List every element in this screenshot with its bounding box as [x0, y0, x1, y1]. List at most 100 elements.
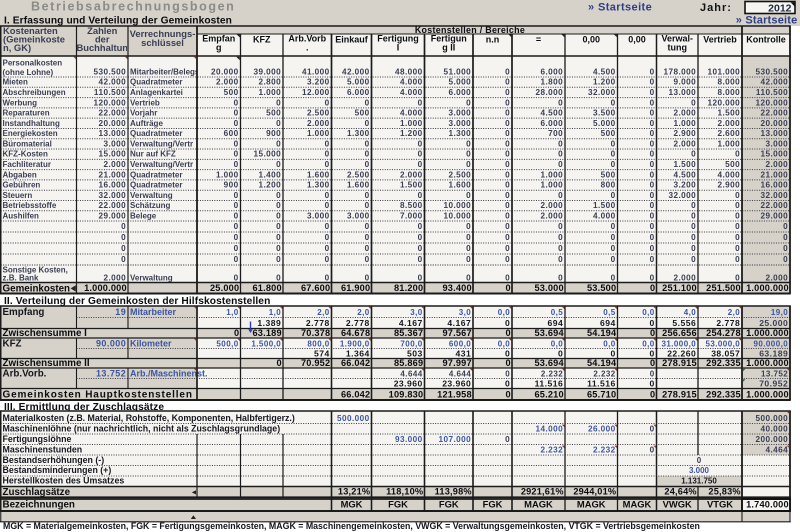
svg-text:4.644: 4.644 [449, 369, 471, 378]
svg-text:694: 694 [600, 318, 616, 328]
svg-text:20.000: 20.000 [211, 67, 239, 76]
svg-text:Vorjahr: Vorjahr [130, 109, 157, 118]
svg-text:2,0: 2,0 [728, 308, 741, 317]
svg-text:4.500: 4.500 [593, 67, 616, 76]
svg-text:Nur auf KFZ: Nur auf KFZ [130, 150, 176, 159]
svg-text:0: 0 [650, 369, 655, 378]
svg-text:Arb.Vorb.: Arb.Vorb. [3, 368, 47, 379]
svg-text:278.915: 278.915 [662, 358, 697, 368]
svg-text:5.000: 5.000 [347, 78, 370, 87]
svg-text:Abgaben: Abgaben [3, 170, 37, 179]
svg-text:3,0: 3,0 [410, 308, 423, 317]
svg-text:800,0: 800,0 [307, 339, 329, 348]
svg-text:4.000: 4.000 [593, 211, 616, 220]
svg-text:0: 0 [611, 244, 616, 253]
svg-text:13.000: 13.000 [760, 129, 788, 138]
svg-text:110.500: 110.500 [756, 88, 788, 97]
svg-text:0: 0 [466, 139, 471, 148]
svg-text:0: 0 [325, 222, 330, 231]
svg-text:4.644: 4.644 [400, 369, 422, 378]
svg-text:19,0: 19,0 [771, 308, 788, 317]
svg-text:0: 0 [121, 244, 126, 253]
svg-text:0: 0 [365, 233, 370, 242]
svg-text:n.n: n.n [486, 35, 500, 45]
svg-text:0: 0 [505, 318, 510, 328]
svg-text:0,5: 0,5 [603, 308, 616, 317]
svg-text:90.000,0: 90.000,0 [753, 339, 788, 348]
svg-text:0: 0 [325, 274, 330, 283]
svg-text:8.000: 8.000 [717, 88, 740, 97]
svg-text:0: 0 [650, 445, 655, 454]
svg-text:Mitarbeiter/Belegsch: Mitarbeiter/Belegsch [130, 67, 209, 76]
svg-text:5.000: 5.000 [593, 119, 616, 128]
svg-text:0: 0 [234, 274, 239, 283]
svg-text:54.194: 54.194 [587, 328, 617, 338]
svg-text:Verwaltung: Verwaltung [130, 274, 173, 283]
svg-text:3.200: 3.200 [673, 181, 696, 190]
svg-text:0: 0 [365, 244, 370, 253]
svg-text:Betriebsabrechnungsbogen: Betriebsabrechnungsbogen [31, 0, 235, 14]
svg-text:0: 0 [650, 358, 655, 368]
svg-text:0: 0 [505, 129, 510, 138]
svg-text:66.042: 66.042 [341, 358, 370, 368]
svg-text:0: 0 [325, 255, 330, 264]
svg-text:25.000: 25.000 [759, 318, 788, 328]
svg-text:0: 0 [650, 211, 655, 220]
svg-text:31.000,0: 31.000,0 [661, 339, 696, 348]
svg-text:0: 0 [276, 358, 281, 368]
svg-text:29.000: 29.000 [760, 211, 788, 220]
svg-text:700: 700 [548, 129, 563, 138]
svg-text:2.778: 2.778 [306, 318, 330, 328]
svg-text:1.000.000: 1.000.000 [746, 358, 789, 368]
svg-text:1.000.000: 1.000.000 [84, 283, 127, 293]
svg-text:500: 500 [725, 160, 740, 169]
svg-text:0: 0 [650, 181, 655, 190]
svg-text:0: 0 [325, 244, 330, 253]
svg-text:67.600: 67.600 [301, 283, 330, 293]
svg-text:0: 0 [505, 378, 510, 388]
svg-text:2.000: 2.000 [540, 211, 563, 220]
svg-text:109.830: 109.830 [389, 390, 424, 400]
svg-text:Aushilfen: Aushilfen [3, 211, 40, 220]
svg-text:13.752: 13.752 [96, 368, 126, 378]
svg-text:32.000: 32.000 [588, 88, 616, 97]
svg-text:0: 0 [611, 255, 616, 264]
svg-text:0: 0 [697, 456, 702, 465]
svg-text:500: 500 [266, 109, 281, 118]
svg-text:13.000: 13.000 [668, 88, 696, 97]
svg-text:2.778: 2.778 [716, 318, 740, 328]
svg-text:Anlagenkartei: Anlagenkartei [130, 88, 183, 97]
svg-text:0: 0 [121, 222, 126, 231]
svg-text:Empfan: Empfan [202, 34, 235, 44]
svg-text:Kostenarten: Kostenarten [3, 25, 58, 36]
svg-text:2.000: 2.000 [216, 78, 239, 87]
svg-text:0: 0 [276, 160, 281, 169]
svg-text:5.556: 5.556 [672, 318, 696, 328]
svg-text:0: 0 [505, 160, 510, 169]
svg-text:1.800: 1.800 [540, 78, 563, 87]
svg-text:0: 0 [466, 150, 471, 159]
svg-text:0: 0 [558, 150, 563, 159]
svg-text:II. Verteilung der Gemeinkoste: II. Verteilung der Gemeinkosten der Hilf… [4, 296, 270, 307]
svg-text:0: 0 [735, 191, 740, 200]
svg-text:1.300: 1.300 [307, 181, 330, 190]
svg-text:2.500: 2.500 [307, 109, 330, 118]
svg-text:0: 0 [783, 233, 788, 242]
svg-text:2.500: 2.500 [347, 170, 370, 179]
svg-text:500,0: 500,0 [216, 339, 238, 348]
svg-text:KFZ: KFZ [253, 35, 271, 45]
svg-text:65.210: 65.210 [534, 390, 563, 400]
svg-text:0: 0 [466, 274, 471, 283]
svg-text:3.000: 3.000 [307, 211, 330, 220]
svg-text:700,0: 700,0 [400, 339, 422, 348]
svg-text:29.000: 29.000 [98, 211, 126, 220]
svg-text:0: 0 [418, 222, 423, 231]
svg-text:120.000: 120.000 [755, 98, 788, 107]
svg-text:200.000: 200.000 [755, 435, 788, 444]
svg-text:0: 0 [650, 274, 655, 283]
svg-text:0: 0 [691, 244, 696, 253]
svg-text:500: 500 [224, 88, 239, 97]
svg-text:600: 600 [224, 129, 239, 138]
svg-text:23.960: 23.960 [394, 378, 423, 388]
svg-text:Kilometer: Kilometer [130, 338, 172, 348]
